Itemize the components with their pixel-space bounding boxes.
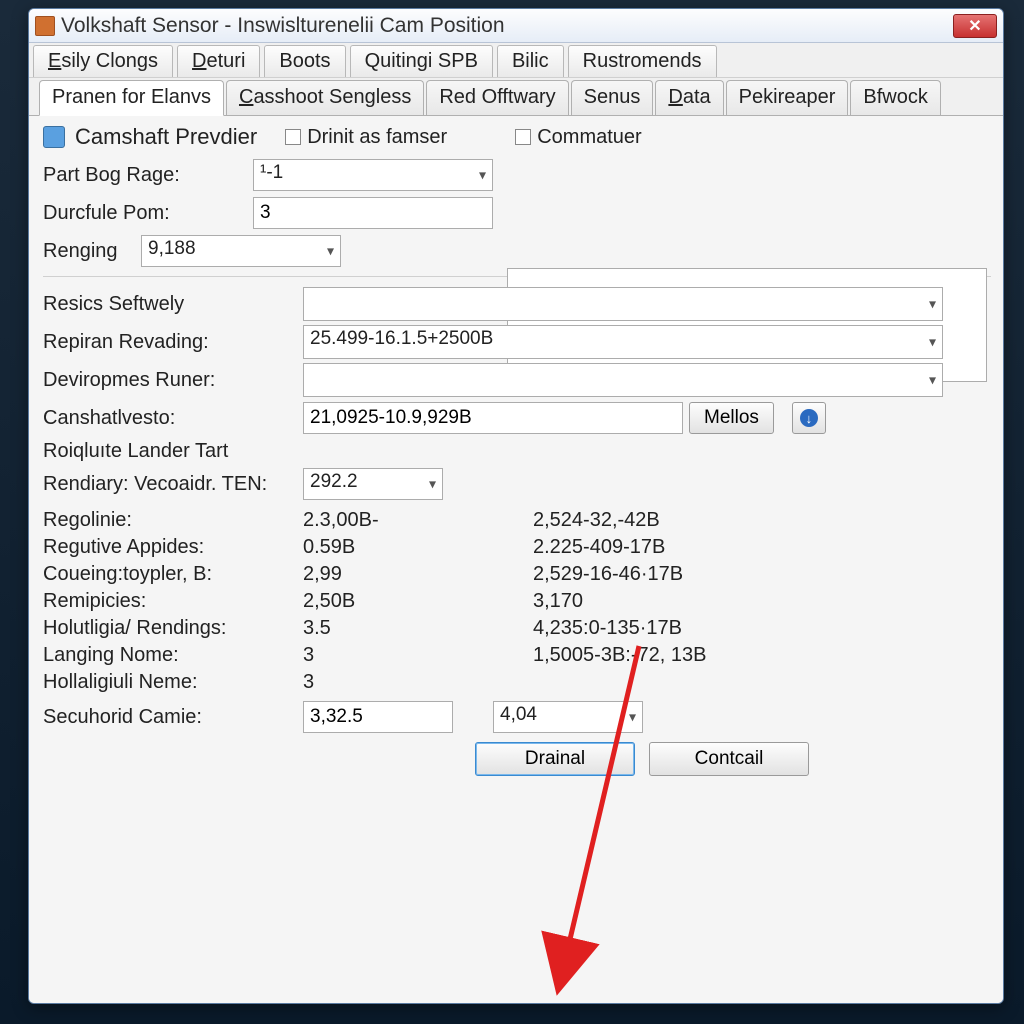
grid-label: Langing Nome: bbox=[43, 644, 303, 667]
grid-value: 2,50B bbox=[303, 590, 533, 613]
label-durcfule-pom: Durcfule Pom: bbox=[43, 202, 253, 225]
grid-label: Regolinie: bbox=[43, 509, 303, 532]
input-canshat[interactable] bbox=[303, 402, 683, 434]
label-part-bog-rage: Part Bog Rage: bbox=[43, 164, 253, 187]
grid-value: 2,529-16-46·17B bbox=[533, 563, 991, 586]
readings-grid: Regolinie: 2.3,00B- 2,524-32,-42B Reguti… bbox=[43, 509, 991, 694]
tab-casshoot[interactable]: Casshoot Sengless bbox=[226, 80, 424, 115]
footer-buttons: Drainal Contcail bbox=[43, 742, 991, 776]
tab-senus[interactable]: Senus bbox=[571, 80, 654, 115]
grid-value: 2.225-409-17B bbox=[533, 536, 991, 559]
grid-value: 4,235:0-135·17B bbox=[533, 617, 991, 640]
grid-value: 3 bbox=[303, 671, 533, 694]
primary-button[interactable]: Drainal bbox=[475, 742, 635, 776]
checkbox-box-icon bbox=[285, 129, 301, 145]
app-icon bbox=[35, 16, 55, 36]
combo-rendiary[interactable]: 292.2 bbox=[303, 468, 443, 500]
menu-deturi[interactable]: Deturi bbox=[177, 45, 260, 77]
grid-value: 0.59B bbox=[303, 536, 533, 559]
menubar: Esily Clongs Deturi Boots Quitingi SPB B… bbox=[29, 43, 1003, 78]
tab-bfwock[interactable]: Bfwock bbox=[850, 80, 940, 115]
grid-label: Hollaligiuli Neme: bbox=[43, 671, 303, 694]
grid-label: Remipicies: bbox=[43, 590, 303, 613]
grid-label: Holutligia/ Rendings: bbox=[43, 617, 303, 640]
mellos-button[interactable]: Mellos bbox=[689, 402, 774, 434]
label-renging: Renging bbox=[43, 240, 141, 263]
checkbox-drinit[interactable]: Drinit as famser bbox=[285, 126, 447, 149]
label-roiglurte: Roiqluıte Lander Tart bbox=[43, 440, 303, 463]
close-button[interactable]: ✕ bbox=[953, 14, 997, 38]
label-resics: Resics Seftwely bbox=[43, 293, 303, 316]
combo-repiran[interactable]: 25.499-16.1.5+2500B bbox=[303, 325, 943, 359]
grid-label: Regutive Appides: bbox=[43, 536, 303, 559]
label-secuhorid: Secuhorid Camie: bbox=[43, 706, 303, 729]
menu-esily[interactable]: Esily Clongs bbox=[33, 45, 173, 77]
combo-deviropmes[interactable] bbox=[303, 363, 943, 397]
label-rendiary: Rendiary: Vecoaidr. TEN: bbox=[43, 473, 303, 496]
combo-resics[interactable] bbox=[303, 287, 943, 321]
combo-secuhorid-2[interactable]: 4,04 bbox=[493, 701, 643, 733]
grid-value: 2,524-32,-42B bbox=[533, 509, 991, 532]
grid-value: 2.3,00B- bbox=[303, 509, 533, 532]
checkbox-commatuer-label: Commatuer bbox=[537, 126, 641, 149]
tab-red-offtwary[interactable]: Red Offtwary bbox=[426, 80, 568, 115]
grid-value: 2,99 bbox=[303, 563, 533, 586]
close-icon: ✕ bbox=[968, 16, 981, 36]
grid-value: 3,170 bbox=[533, 590, 991, 613]
checkbox-box-icon bbox=[515, 129, 531, 145]
label-deviropmes: Devirоpmes Runer: bbox=[43, 369, 303, 392]
label-repiran: Repirаn Revading: bbox=[43, 331, 303, 354]
window-title: Volkshaft Sensor - Inswislturenelii Cam … bbox=[61, 14, 505, 38]
combo-renging[interactable]: 9,188 bbox=[141, 235, 341, 267]
input-secuhorid-1[interactable] bbox=[303, 701, 453, 733]
tabstrip: Pranen for Elanvs Casshoot Sengless Red … bbox=[29, 78, 1003, 116]
checkbox-commatuer[interactable]: Commatuer bbox=[515, 126, 641, 149]
checkbox-drinit-label: Drinit as famser bbox=[307, 126, 447, 149]
input-durcfule-pom[interactable] bbox=[253, 197, 493, 229]
secondary-button[interactable]: Contcail bbox=[649, 742, 809, 776]
tab-pekireaper[interactable]: Pekireaper bbox=[726, 80, 849, 115]
tab-pranen[interactable]: Pranen for Elanvs bbox=[39, 80, 224, 116]
section-header: Camshaft Prevdier Drinit as famser Comma… bbox=[43, 122, 991, 156]
menu-bilic[interactable]: Bilic bbox=[497, 45, 564, 77]
app-window: Volkshaft Sensor - Inswislturenelii Cam … bbox=[28, 8, 1004, 1004]
grid-value: 3.5 bbox=[303, 617, 533, 640]
info-icon: ↓ bbox=[800, 409, 818, 427]
menu-rustromends[interactable]: Rustromends bbox=[568, 45, 717, 77]
combo-part-bog-rage[interactable]: ¹-1 bbox=[253, 159, 493, 191]
grid-label: Coueing:toypler, B: bbox=[43, 563, 303, 586]
grid-value: 3 bbox=[303, 644, 533, 667]
info-button[interactable]: ↓ bbox=[792, 402, 826, 434]
menu-boots[interactable]: Boots bbox=[264, 45, 345, 77]
section-title: Camshaft Prevdier bbox=[75, 124, 257, 150]
label-canshat: Canshatlvesto: bbox=[43, 407, 303, 430]
folder-icon bbox=[43, 126, 65, 148]
tab-data[interactable]: Data bbox=[655, 80, 723, 115]
titlebar: Volkshaft Sensor - Inswislturenelii Cam … bbox=[29, 9, 1003, 43]
menu-quitingi[interactable]: Quitingi SPB bbox=[350, 45, 493, 77]
tab-panel: Camshaft Prevdier Drinit as famser Comma… bbox=[29, 116, 1003, 1003]
grid-value: 1,5005-3B:-72, 13B bbox=[533, 644, 991, 667]
